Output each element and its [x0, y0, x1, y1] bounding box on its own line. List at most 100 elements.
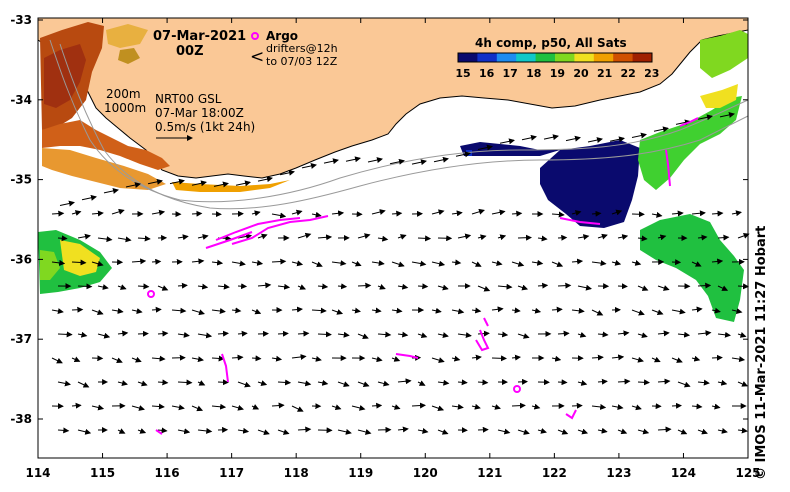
current-vector — [277, 429, 290, 435]
current-vector — [591, 309, 604, 316]
contour-1000m-label: 1000m — [104, 101, 146, 115]
current-vector — [577, 331, 587, 338]
current-vector — [111, 357, 123, 364]
current-vector — [697, 379, 710, 386]
current-vector — [577, 380, 588, 386]
current-vector — [565, 135, 581, 142]
colorbar-segment — [613, 53, 634, 62]
colorbar-tick-label: 17 — [503, 67, 518, 80]
current-vector — [471, 307, 482, 314]
current-vector — [411, 260, 427, 267]
current-vector — [351, 404, 366, 411]
current-vector — [131, 356, 142, 363]
colorbar-segment — [496, 53, 517, 62]
current-vector — [391, 404, 401, 410]
current-vector — [177, 331, 190, 338]
current-vector — [297, 380, 312, 387]
current-vector — [297, 330, 310, 337]
current-vector — [297, 426, 312, 433]
current-vector — [711, 258, 724, 265]
current-vector — [77, 381, 90, 388]
current-vector — [597, 427, 608, 434]
current-vector — [211, 355, 225, 362]
current-vector — [323, 158, 339, 165]
argo-float-marker — [513, 385, 521, 393]
current-vector — [457, 233, 472, 240]
current-vector — [231, 354, 244, 361]
current-vector — [737, 427, 748, 434]
current-vector — [637, 332, 648, 339]
current-vector — [571, 210, 582, 216]
current-vector — [677, 331, 691, 338]
current-vector — [637, 235, 648, 242]
current-vector — [357, 333, 369, 339]
current-vector — [717, 379, 728, 386]
current-vector — [77, 331, 88, 338]
current-vector — [711, 307, 721, 314]
current-vector — [371, 260, 385, 267]
current-vector — [103, 188, 119, 194]
current-vector — [311, 355, 322, 362]
current-vector — [417, 380, 426, 386]
x-axis-tick-label: 121 — [477, 466, 502, 480]
current-vector — [597, 378, 608, 385]
current-vector — [271, 258, 287, 265]
current-vector — [577, 234, 590, 240]
current-vector — [147, 178, 163, 185]
current-vector — [431, 209, 445, 216]
current-vector — [557, 330, 570, 337]
colorbar-tick-label: 21 — [597, 67, 612, 80]
current-vector — [697, 428, 708, 435]
current-vector — [151, 403, 165, 410]
current-vector — [417, 283, 429, 290]
current-vector — [491, 355, 507, 362]
current-vector — [631, 260, 642, 266]
current-vector — [497, 428, 511, 435]
current-vector — [677, 381, 691, 388]
current-vector — [51, 357, 63, 364]
y-axis-tick-label: -37 — [10, 332, 32, 346]
current-vector — [517, 333, 530, 339]
current-vector — [417, 332, 428, 339]
current-vector — [291, 354, 307, 360]
current-vector — [671, 357, 683, 363]
current-vector — [617, 428, 628, 435]
current-vector — [737, 332, 747, 338]
y-axis-tick-label: -33 — [10, 13, 32, 27]
current-vector — [117, 428, 126, 434]
current-vector — [717, 234, 730, 241]
current-vector — [197, 380, 206, 386]
current-vector — [719, 112, 735, 118]
current-vector — [151, 258, 162, 265]
current-vector — [497, 331, 509, 338]
current-vector — [117, 284, 127, 290]
current-vector — [213, 181, 229, 188]
current-vector — [297, 284, 307, 290]
current-vector — [191, 210, 203, 217]
current-vector — [131, 405, 145, 411]
current-vector — [697, 114, 713, 121]
current-vector — [197, 332, 213, 339]
current-vector — [551, 306, 563, 313]
current-vector — [497, 283, 513, 290]
current-vector — [237, 427, 250, 434]
current-vector — [81, 194, 97, 201]
current-vector — [511, 307, 521, 314]
current-vector — [71, 306, 84, 313]
current-vector — [71, 210, 82, 216]
y-axis-latitude: -33 -34 -35 -36 -37 -38 — [10, 13, 748, 426]
current-vector — [377, 284, 386, 290]
current-vector — [397, 378, 412, 385]
current-vector — [357, 233, 371, 240]
current-vector — [631, 132, 647, 139]
x-axis-tick-label: 115 — [90, 466, 115, 480]
current-vector — [637, 285, 649, 291]
current-vector — [451, 259, 462, 266]
current-vector — [177, 428, 191, 435]
current-vector — [457, 332, 472, 339]
current-vector — [97, 236, 113, 243]
current-vector — [431, 357, 445, 364]
current-vector — [731, 308, 743, 314]
current-vector — [117, 380, 128, 386]
